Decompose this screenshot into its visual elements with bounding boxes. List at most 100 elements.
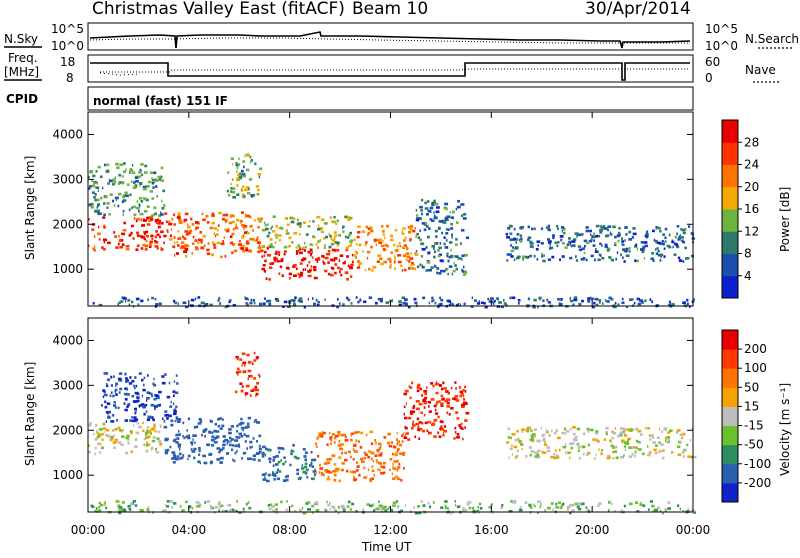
heatmap-cell [173, 409, 177, 413]
heatmap-cell [641, 452, 645, 456]
heatmap-cell [377, 468, 380, 471]
heatmap-cell [280, 259, 284, 263]
heatmap-cell [290, 299, 293, 302]
heatmap-cell [97, 212, 101, 216]
heatmap-cell [265, 277, 268, 280]
heatmap-cell [125, 247, 130, 251]
heatmap-cell [483, 302, 486, 305]
heatmap-cell [142, 197, 145, 200]
heatmap-cell [437, 415, 440, 419]
heatmap-cell [309, 463, 313, 467]
heatmap-cell [142, 185, 146, 189]
heatmap-cell [292, 444, 295, 447]
heatmap-cell [265, 472, 267, 475]
heatmap-cell [231, 190, 236, 194]
heatmap-cell [490, 503, 493, 506]
heatmap-cell [136, 234, 140, 237]
colorbar-swatch [722, 406, 738, 427]
heatmap-cell [422, 398, 425, 402]
heatmap-cell [400, 479, 403, 482]
heatmap-cell [455, 411, 459, 414]
heatmap-cell [144, 171, 148, 174]
heatmap-cell [589, 229, 592, 233]
heatmap-cell [240, 435, 244, 438]
heatmap-cell [178, 221, 183, 224]
heatmap-cell [443, 429, 448, 433]
heatmap-cell [369, 479, 373, 483]
heatmap-cell [658, 226, 661, 230]
heatmap-cell [158, 440, 162, 443]
heatmap-cell [121, 232, 125, 236]
heatmap-cell [282, 462, 285, 466]
heatmap-cell [262, 263, 266, 267]
heatmap-cell [428, 268, 432, 272]
heatmap-cell [230, 157, 234, 160]
heatmap-cell [537, 449, 541, 453]
heatmap-cell [123, 221, 126, 225]
heatmap-cell [165, 413, 169, 417]
heatmap-cell [604, 245, 608, 248]
heatmap-cell [238, 157, 240, 161]
heatmap-cell [510, 253, 512, 256]
heatmap-cell [103, 372, 108, 375]
heatmap-cell [484, 305, 488, 309]
heatmap-cell [325, 235, 328, 239]
heatmap-cell [569, 256, 573, 260]
heatmap-cell [426, 386, 428, 389]
heatmap-cell [145, 443, 149, 447]
heatmap-cell [557, 436, 561, 440]
heatmap-cell [176, 241, 179, 244]
heatmap-cell [444, 504, 447, 508]
heatmap-cell [234, 390, 238, 394]
heatmap-cell [159, 235, 161, 239]
heatmap-cell [95, 186, 100, 189]
heatmap-cell [618, 231, 621, 235]
heatmap-cell [367, 468, 370, 472]
heatmap-cell [605, 432, 608, 436]
heatmap-cell [136, 244, 140, 247]
heatmap-cell [299, 251, 303, 255]
heatmap-cell [463, 213, 467, 216]
heatmap-cell [114, 438, 119, 442]
heatmap-cell [154, 241, 159, 244]
heatmap-cell [356, 430, 360, 434]
heatmap-cell [267, 254, 271, 257]
heatmap-cell [363, 451, 366, 454]
heatmap-cell [242, 244, 245, 248]
heatmap-cell [330, 439, 333, 442]
heatmap-cell [577, 505, 580, 508]
heatmap-cell [689, 439, 692, 442]
heatmap-cell [617, 239, 620, 243]
heatmap-cell [156, 221, 160, 224]
heatmap-cell [243, 364, 246, 367]
heatmap-cell [658, 441, 661, 444]
heatmap-cell [676, 232, 678, 236]
heatmap-cell [621, 243, 623, 246]
heatmap-cell [133, 416, 137, 419]
heatmap-cell [417, 383, 421, 387]
heatmap-cell [594, 250, 598, 253]
heatmap-cell [150, 234, 154, 238]
heatmap-cell [537, 305, 539, 309]
heatmap-cell [100, 246, 104, 249]
heatmap-cell [149, 216, 153, 219]
heatmap-cell [684, 448, 687, 452]
heatmap-cell [351, 253, 354, 257]
heatmap-cell [117, 242, 120, 246]
heatmap-cell [139, 212, 144, 216]
heatmap-cell [246, 425, 250, 429]
heatmap-cell [571, 240, 576, 243]
heatmap-cell [182, 235, 185, 239]
heatmap-cell [561, 431, 565, 435]
heatmap-cell [236, 178, 239, 182]
heatmap-cell [145, 434, 148, 437]
heatmap-cell [141, 235, 145, 239]
heatmap-cell [181, 245, 185, 248]
heatmap-cell [122, 229, 127, 232]
heatmap-cell [686, 443, 689, 447]
heatmap-cell [209, 419, 212, 423]
heatmap-cell [175, 416, 179, 419]
heatmap-cell [154, 245, 159, 248]
heatmap-cell [300, 271, 304, 275]
heatmap-cell [297, 299, 301, 302]
